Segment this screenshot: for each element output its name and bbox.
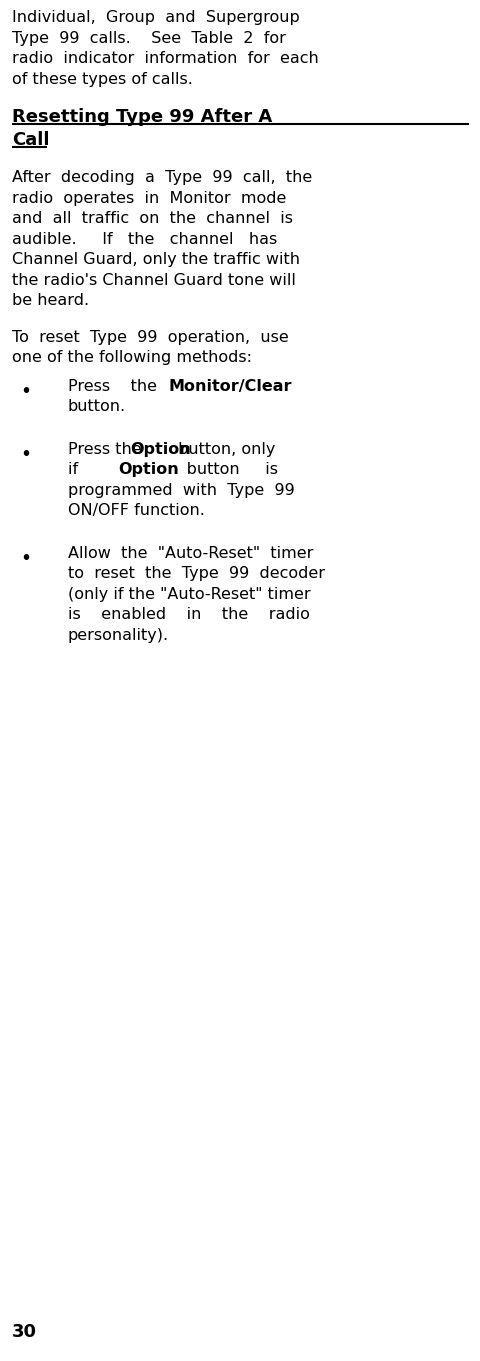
Text: be heard.: be heard. <box>12 293 89 308</box>
Text: •: • <box>20 445 31 464</box>
Text: button, only: button, only <box>173 441 275 456</box>
Text: the radio's Channel Guard tone will: the radio's Channel Guard tone will <box>12 272 295 287</box>
Text: Type  99  calls.    See  Table  2  for: Type 99 calls. See Table 2 for <box>12 30 285 45</box>
Text: (only if the "Auto-Reset" timer: (only if the "Auto-Reset" timer <box>68 587 310 602</box>
Text: Monitor/Clear: Monitor/Clear <box>168 378 291 393</box>
Text: Allow  the  "Auto-Reset"  timer: Allow the "Auto-Reset" timer <box>68 546 313 561</box>
Text: ON/OFF function.: ON/OFF function. <box>68 504 204 519</box>
Text: After  decoding  a  Type  99  call,  the: After decoding a Type 99 call, the <box>12 170 312 185</box>
Text: Press    the: Press the <box>68 378 177 393</box>
Text: is    enabled    in    the    radio: is enabled in the radio <box>68 607 309 622</box>
Text: audible.     If   the   channel   has: audible. If the channel has <box>12 231 276 246</box>
Text: Call: Call <box>12 131 49 148</box>
Text: Individual,  Group  and  Supergroup: Individual, Group and Supergroup <box>12 10 299 24</box>
Text: Press the: Press the <box>68 441 146 456</box>
Text: To  reset  Type  99  operation,  use: To reset Type 99 operation, use <box>12 329 288 344</box>
Text: if: if <box>68 461 108 476</box>
Text: personality).: personality). <box>68 627 169 642</box>
Text: Resetting Type 99 After A: Resetting Type 99 After A <box>12 108 272 127</box>
Text: to  reset  the  Type  99  decoder: to reset the Type 99 decoder <box>68 566 324 581</box>
Text: Channel Guard, only the traffic with: Channel Guard, only the traffic with <box>12 252 300 267</box>
Text: Option: Option <box>131 441 191 456</box>
Text: programmed  with  Type  99: programmed with Type 99 <box>68 483 294 498</box>
Text: Option: Option <box>118 461 179 476</box>
Text: 30: 30 <box>12 1323 37 1341</box>
Text: radio  operates  in  Monitor  mode: radio operates in Monitor mode <box>12 191 286 206</box>
Text: one of the following methods:: one of the following methods: <box>12 350 252 365</box>
Text: radio  indicator  information  for  each: radio indicator information for each <box>12 50 318 65</box>
Text: button     is: button is <box>161 461 277 476</box>
Text: of these types of calls.: of these types of calls. <box>12 72 192 87</box>
Text: and  all  traffic  on  the  channel  is: and all traffic on the channel is <box>12 211 292 226</box>
Text: button.: button. <box>68 399 126 414</box>
Text: •: • <box>20 548 31 568</box>
Text: •: • <box>20 381 31 400</box>
